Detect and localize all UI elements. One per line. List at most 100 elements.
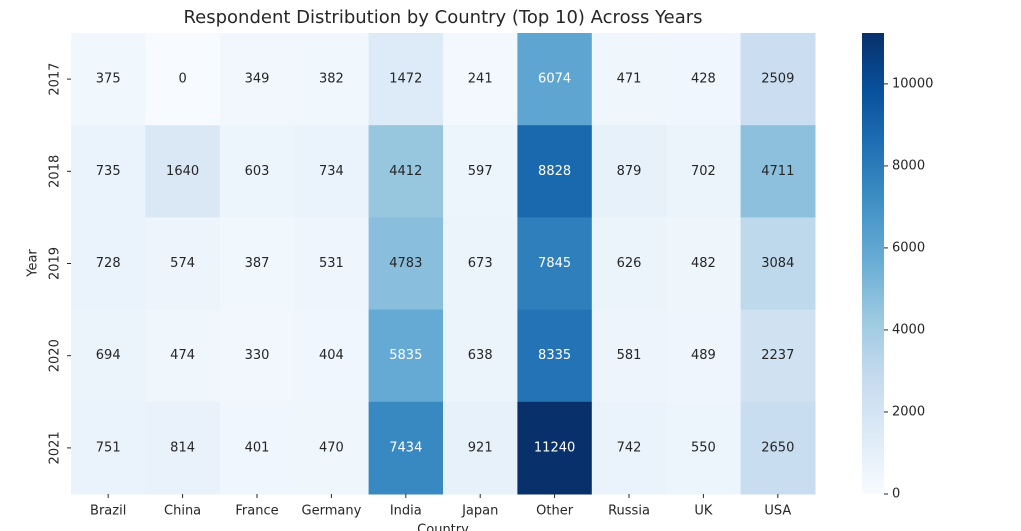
heatmap-cell — [71, 401, 146, 495]
cell-label: 581 — [617, 348, 642, 363]
cell-label: 1640 — [166, 164, 199, 179]
cell-label: 4412 — [389, 164, 422, 179]
cell-label: 401 — [245, 440, 270, 455]
cell-label: 382 — [319, 72, 344, 87]
cell-label: 428 — [691, 72, 716, 87]
cell-label: 241 — [468, 72, 493, 87]
cell-label: 8335 — [538, 348, 571, 363]
colorbar-tick-label: 8000 — [892, 158, 925, 173]
heatmap-cell — [71, 217, 146, 311]
heatmap-cell — [666, 217, 742, 311]
cell-label: 2237 — [761, 348, 794, 363]
cell-label: 489 — [691, 348, 716, 363]
cell-label: 4783 — [389, 256, 422, 271]
cell-label: 404 — [319, 348, 344, 363]
cell-label: 474 — [170, 348, 195, 363]
colorbar — [862, 33, 884, 494]
y-tick-label: 2017 — [48, 63, 63, 96]
colorbar-tick-label: 10000 — [892, 76, 933, 91]
heatmap-cell — [368, 309, 444, 403]
cell-label: 597 — [468, 164, 493, 179]
x-tick-label: Japan — [461, 504, 498, 519]
heatmap-cell — [443, 217, 518, 311]
heatmap-cell — [294, 33, 370, 126]
x-tick-label: France — [235, 504, 278, 519]
y-tick-label: 2019 — [48, 247, 63, 280]
heatmap-cell — [443, 125, 518, 218]
x-tick-label: Brazil — [90, 504, 126, 519]
heatmap-cell — [219, 217, 295, 311]
heatmap-cell — [740, 125, 816, 218]
cell-label: 470 — [319, 440, 344, 455]
heatmap-cell — [666, 33, 742, 126]
cell-label: 375 — [96, 72, 121, 87]
heatmap-cell — [219, 309, 295, 403]
cell-label: 751 — [96, 440, 121, 455]
cell-label: 921 — [468, 440, 493, 455]
heatmap-cell — [591, 309, 667, 403]
cell-label: 5835 — [389, 348, 422, 363]
cell-label: 3084 — [761, 256, 794, 271]
cell-label: 550 — [691, 440, 716, 455]
heatmap-cell — [517, 309, 593, 403]
heatmap-cell — [740, 33, 816, 126]
cell-label: 330 — [245, 348, 270, 363]
cell-label: 702 — [691, 164, 716, 179]
heatmap-cell — [294, 309, 370, 403]
cell-label: 603 — [245, 164, 270, 179]
heatmap-cell — [368, 217, 444, 311]
heatmap-cell — [517, 125, 593, 218]
y-tick-label: 2020 — [48, 339, 63, 372]
y-tick-label: 2018 — [48, 155, 63, 188]
cell-label: 6074 — [538, 72, 571, 87]
cell-label: 742 — [617, 440, 642, 455]
heatmap-cell — [219, 125, 295, 218]
cell-label: 574 — [170, 256, 195, 271]
cell-label: 626 — [617, 256, 642, 271]
heatmap-cell — [71, 33, 146, 126]
heatmap-cell — [666, 125, 742, 218]
cell-label: 8828 — [538, 164, 571, 179]
cell-label: 2509 — [761, 72, 794, 87]
heatmap-cell — [740, 217, 816, 311]
cell-label: 387 — [245, 256, 270, 271]
heatmap-cell — [591, 217, 667, 311]
x-tick-label: Russia — [608, 504, 650, 519]
heatmap-cell — [443, 401, 518, 495]
cell-label: 638 — [468, 348, 493, 363]
heatmap-cell — [145, 125, 221, 218]
cell-label: 482 — [691, 256, 716, 271]
y-tick-label: 2021 — [48, 431, 63, 464]
colorbar-tick-label: 0 — [892, 487, 900, 502]
colorbar-tick-label: 6000 — [892, 240, 925, 255]
x-axis-label: Country — [417, 523, 469, 531]
y-axis-label: Year — [26, 249, 41, 278]
heatmap-cell — [294, 125, 370, 218]
cell-label: 471 — [617, 72, 642, 87]
colorbar-tick-label: 4000 — [892, 322, 925, 337]
x-tick-label: USA — [764, 504, 791, 519]
heatmap-cell — [443, 309, 518, 403]
heatmap-cell — [443, 33, 518, 126]
heatmap-cell — [517, 33, 593, 126]
x-tick-label: Germany — [302, 504, 362, 519]
cell-label: 879 — [617, 164, 642, 179]
cell-label: 0 — [178, 72, 186, 87]
heatmap-cell — [591, 401, 667, 495]
chart-title: Respondent Distribution by Country (Top … — [183, 7, 702, 28]
heatmap-cell — [145, 309, 221, 403]
heatmap-cell — [294, 401, 370, 495]
colorbar-tick-label: 2000 — [892, 404, 925, 419]
cell-label: 531 — [319, 256, 344, 271]
heatmap-cell — [368, 401, 444, 495]
heatmap-cell — [591, 125, 667, 218]
cell-label: 673 — [468, 256, 493, 271]
cell-label: 2650 — [761, 440, 794, 455]
cell-label: 7434 — [389, 440, 422, 455]
cell-label: 814 — [170, 440, 195, 455]
x-tick-label: India — [390, 504, 422, 519]
cell-label: 349 — [245, 72, 270, 87]
heatmap-cell — [740, 309, 816, 403]
heatmap-cell — [219, 401, 295, 495]
